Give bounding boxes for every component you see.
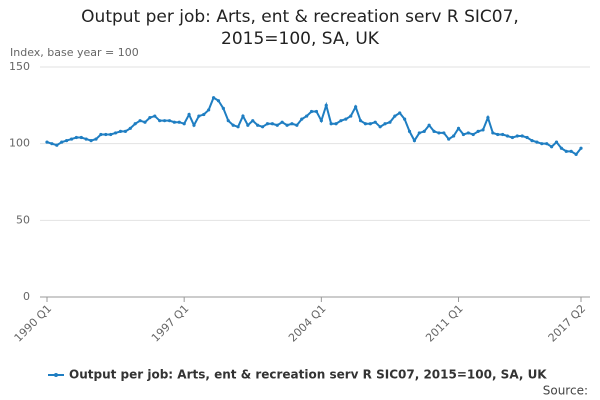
legend-label: Output per job: Arts, ent & recreation s… bbox=[69, 368, 547, 382]
y-tick-label: 50 bbox=[16, 213, 30, 226]
x-tick-label: 1997 Q1 bbox=[149, 302, 192, 345]
x-tick-label: 2004 Q1 bbox=[286, 302, 329, 345]
y-tick-label: 100 bbox=[9, 137, 30, 150]
source: Source: bbox=[543, 384, 588, 398]
legend-dot bbox=[54, 373, 58, 377]
x-tick-label: 2017 Q2 bbox=[546, 302, 589, 345]
series-line bbox=[45, 96, 583, 157]
chart-title: Output per job: Arts, ent & recreation s… bbox=[81, 7, 519, 49]
y-tick-label: 150 bbox=[9, 60, 30, 73]
y-tick-label: 0 bbox=[23, 290, 30, 303]
y-axis-label: Index, base year = 100 bbox=[10, 46, 139, 59]
x-tick-label: 1990 Q1 bbox=[12, 302, 55, 345]
x-tick-label: 2011 Q1 bbox=[423, 302, 466, 345]
